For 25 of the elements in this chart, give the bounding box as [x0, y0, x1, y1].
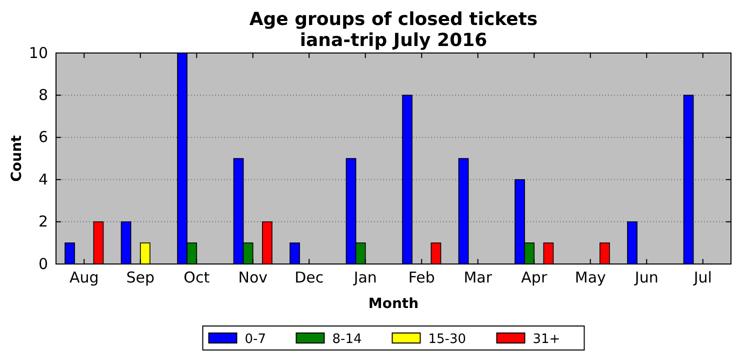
x-tick-label: Jun [634, 268, 658, 287]
y-axis-title: Count [9, 134, 25, 182]
x-tick-label: Jul [692, 268, 712, 287]
legend-label: 0-7 [244, 332, 266, 347]
x-tick-label: Mar [464, 268, 493, 287]
x-tick-label: Nov [238, 268, 268, 287]
x-tick-label: Sep [126, 268, 155, 287]
y-tick-label: 2 [38, 212, 48, 231]
x-tick-label: Dec [294, 268, 324, 287]
y-tick-label: 6 [38, 128, 48, 146]
x-tick-label: Aug [69, 268, 99, 287]
y-tick-label: 10 [28, 44, 48, 62]
y-tick-label: 8 [38, 86, 48, 104]
y-tick-label: 0 [38, 254, 48, 273]
legend-label: 31+ [532, 332, 560, 347]
x-tick-label: Oct [184, 268, 210, 287]
x-tick-label: Apr [521, 268, 548, 287]
legend-label: 15-30 [428, 332, 466, 347]
y-tick-label: 4 [38, 170, 48, 188]
chart-title: Age groups of closed tickets iana-trip July 2016 [249, 9, 538, 51]
x-tick-label: May [574, 268, 606, 287]
legend-label: 8-14 [332, 332, 362, 347]
x-axis-title: Month [368, 296, 419, 312]
x-tick-label: Feb [408, 268, 435, 287]
x-tick-label: Jan [352, 268, 377, 287]
